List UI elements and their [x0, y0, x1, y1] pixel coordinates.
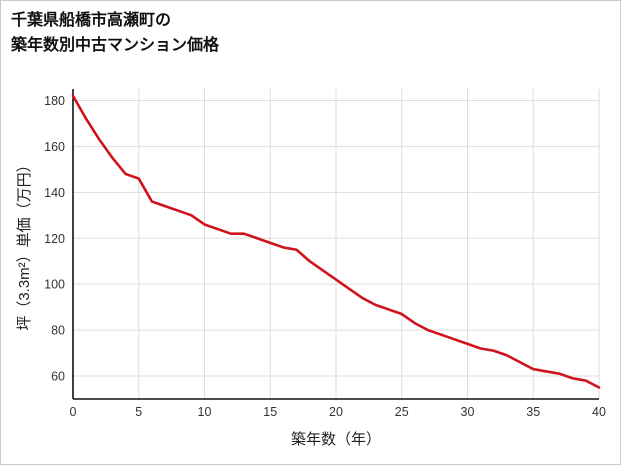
y-axis-label: 坪（3.3m²）単価（万円）: [16, 157, 33, 330]
line-chart: 0 5 10 15 20 25 30 35 40 60 80 100 120 140 160 180 築年数（年…: [16, 89, 606, 448]
chart-title-line1: 千葉県船橋市高瀬町の: [11, 12, 172, 29]
y-tick-label: 80: [51, 324, 65, 338]
x-tick-label: 35: [526, 405, 540, 419]
chart-title: 千葉県船橋市高瀬町の 築年数別中古マンション価格: [11, 9, 219, 59]
x-tick-label: 40: [592, 405, 606, 419]
y-tick-label: 60: [51, 370, 65, 384]
y-tick-label: 140: [44, 186, 65, 200]
y-tick-label: 120: [44, 232, 65, 246]
y-tick-label: 160: [44, 140, 65, 154]
x-tick-label: 0: [70, 405, 77, 419]
x-tick-label: 5: [135, 405, 142, 419]
price-line-series: [71, 94, 601, 389]
x-tick-label: 30: [461, 405, 475, 419]
x-axis-label: 築年数（年）: [291, 430, 381, 448]
y-tick-label: 180: [44, 94, 65, 108]
chart-title-line2: 築年数別中古マンション価格: [11, 36, 220, 54]
x-tick-label: 15: [263, 405, 277, 419]
y-tick-label: 100: [44, 278, 65, 292]
x-tick-label: 25: [395, 405, 409, 419]
x-tick-label: 10: [198, 405, 212, 419]
x-tick-label: 20: [329, 405, 343, 419]
